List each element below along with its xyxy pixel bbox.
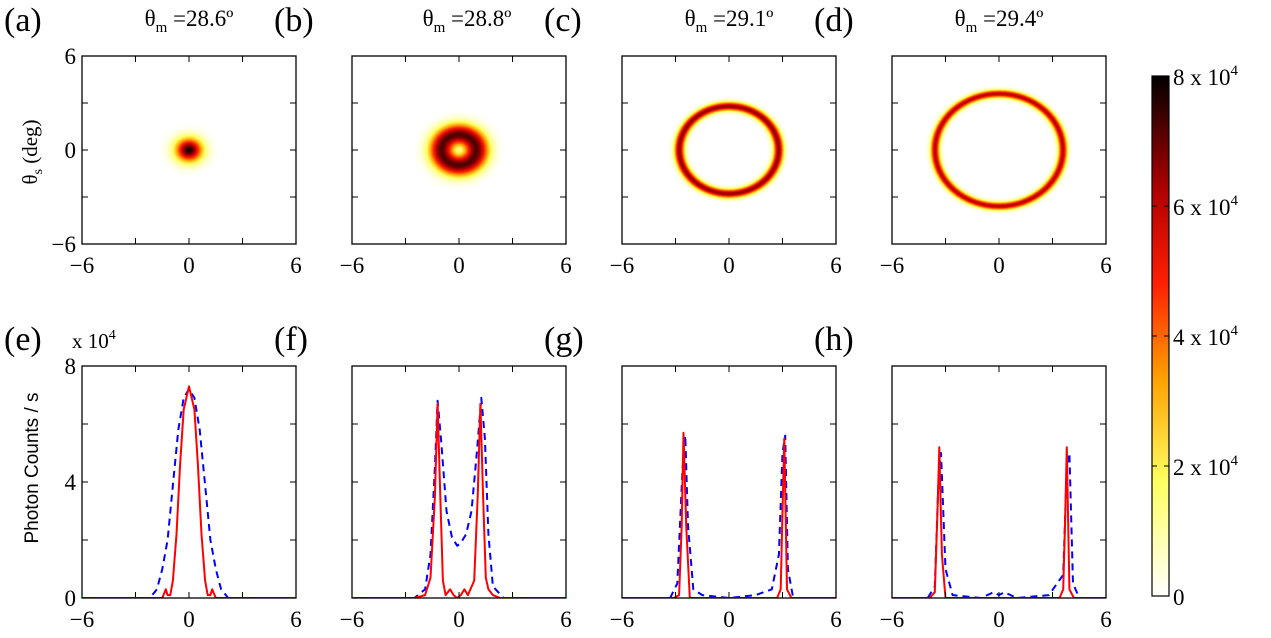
bottom-row-multiplier: x 104 <box>72 328 116 353</box>
panels-layer: −6 0 660−6(a) θm =28.6º−6 0 6(b) θm =28.8º−6 0 6… <box>4 2 1112 632</box>
plot-area <box>892 366 1106 598</box>
colorbar-label-exp: 4 <box>1231 453 1239 469</box>
panel-label: (b) <box>274 2 314 39</box>
title-rest: =29.4º <box>977 6 1043 31</box>
colorbar-label-text: 8 x 10 <box>1173 65 1231 90</box>
line-panel-g: −6 0 6 (g) <box>544 321 842 632</box>
top-xtick-label: 0 <box>993 253 1005 278</box>
colorbar-tick-label: 6 x 104 <box>1173 193 1239 220</box>
solid-series-line <box>82 385 296 598</box>
plot-area <box>82 366 296 598</box>
top-ytick-label: −6 <box>52 232 76 257</box>
heatmap-image <box>668 96 790 204</box>
colorbar-tick-label: 2 x 104 <box>1173 453 1239 480</box>
top-xtick-label: 6 <box>290 253 302 278</box>
colorbar-label-text: 6 x 10 <box>1173 195 1231 220</box>
top-xtick-label: 6 <box>1100 253 1112 278</box>
bottom-ytick-label: 0 <box>65 586 77 611</box>
plot-area <box>352 366 566 598</box>
heatmap-panel-b: −6 0 6 (b) θm =28.8º <box>274 2 572 278</box>
bottom-xtick-label: −6 <box>70 607 94 632</box>
top-xtick-label: 0 <box>453 253 465 278</box>
colorbar-label-text: 2 x 10 <box>1173 455 1231 480</box>
dashed-series-line <box>352 396 566 598</box>
title-sub: m <box>696 20 708 36</box>
top-xtick-label: −6 <box>70 253 94 278</box>
panel-label: (d) <box>814 2 854 39</box>
colorbar-label-exp: 4 <box>1231 63 1239 79</box>
colorbar-label-text: 4 x 10 <box>1173 325 1231 350</box>
bottom-xtick-label: 6 <box>560 607 572 632</box>
panel-label: (f) <box>274 321 308 358</box>
plot-area <box>622 366 836 598</box>
heatmap-image <box>159 124 219 176</box>
heatmap-panel-d: −6 0 6 (d) θm =29.4º <box>814 2 1112 278</box>
colorbar-label-exp: 4 <box>1231 323 1239 339</box>
colorbar-label-text: 0 <box>1173 585 1185 610</box>
panel-label: (g) <box>544 321 584 358</box>
title-rest: =29.1º <box>707 6 773 31</box>
top-ytick-label: 6 <box>65 44 77 69</box>
solid-series-line <box>892 446 1106 598</box>
top-xtick-label: −6 <box>880 253 904 278</box>
title-sub: m <box>966 20 978 36</box>
line-panel-h: −6 0 6 (h) <box>814 321 1112 632</box>
bottom-xtick-label: 6 <box>830 607 842 632</box>
title-sub: m <box>156 20 168 36</box>
colorbar-tick-label: 0 <box>1173 585 1185 610</box>
top-xtick-label: 0 <box>183 253 195 278</box>
panel-label: (a) <box>4 2 42 39</box>
bottom-xtick-label: 0 <box>183 607 195 632</box>
heatmap-contour <box>944 102 1054 198</box>
top-ytick-label: 0 <box>65 138 77 163</box>
top-xtick-label: 6 <box>560 253 572 278</box>
title-rest: =28.6º <box>167 6 233 31</box>
panel-label: (e) <box>4 321 42 358</box>
series-group <box>82 385 296 598</box>
panel-label: (h) <box>814 321 854 358</box>
bottom-xtick-label: 0 <box>723 607 735 632</box>
heatmap-panel-a: −6 0 6 6 0 −6 (a) θm =28.6º <box>4 2 302 278</box>
heatmap-image <box>413 110 505 190</box>
colorbar-tick-label: 4 x 104 <box>1173 323 1239 350</box>
panel-label: (c) <box>544 2 582 39</box>
top-row-ylabel: θs (deg) <box>18 119 46 184</box>
colorbar-label-exp: 4 <box>1231 193 1239 209</box>
line-panel-f: −6 0 6 (f) <box>274 321 572 632</box>
title-rest: =28.8º <box>445 6 511 31</box>
heatmap-panel-c: −6 0 6 (c) θm =29.1º <box>544 2 842 278</box>
panel-title: θm =29.4º <box>955 6 1044 36</box>
bottom-xtick-label: −6 <box>340 607 364 632</box>
bottom-row-ylabel: Photon Counts / s <box>22 392 43 543</box>
title-theta: θ <box>685 6 696 31</box>
bottom-xtick-label: −6 <box>880 607 904 632</box>
bottom-xtick-label: 6 <box>290 607 302 632</box>
title-theta: θ <box>955 6 966 31</box>
bottom-ytick-label: 4 <box>65 470 77 495</box>
panel-title: θm =29.1º <box>685 6 774 36</box>
bottom-xtick-label: 0 <box>993 607 1005 632</box>
bottom-ytick-label: 8 <box>65 354 77 379</box>
solid-series-line <box>622 431 836 598</box>
title-sub: m <box>434 20 446 36</box>
bottom-xtick-label: 6 <box>1100 607 1112 632</box>
top-xtick-label: 6 <box>830 253 842 278</box>
top-xtick-label: −6 <box>340 253 364 278</box>
heatmap-contour <box>690 115 768 185</box>
top-xtick-label: −6 <box>610 253 634 278</box>
panel-title: θm =28.6º <box>145 6 234 36</box>
title-theta: θ <box>145 6 156 31</box>
series-group <box>622 431 836 598</box>
title-theta: θ <box>423 6 434 31</box>
bottom-xtick-label: 0 <box>453 607 465 632</box>
bottom-xtick-label: −6 <box>610 607 634 632</box>
colorbar-tick-label: 8 x 104 <box>1173 63 1239 90</box>
panel-title: θm =28.8º <box>423 6 512 36</box>
top-xtick-label: 0 <box>723 253 735 278</box>
heatmap-image <box>924 84 1074 216</box>
